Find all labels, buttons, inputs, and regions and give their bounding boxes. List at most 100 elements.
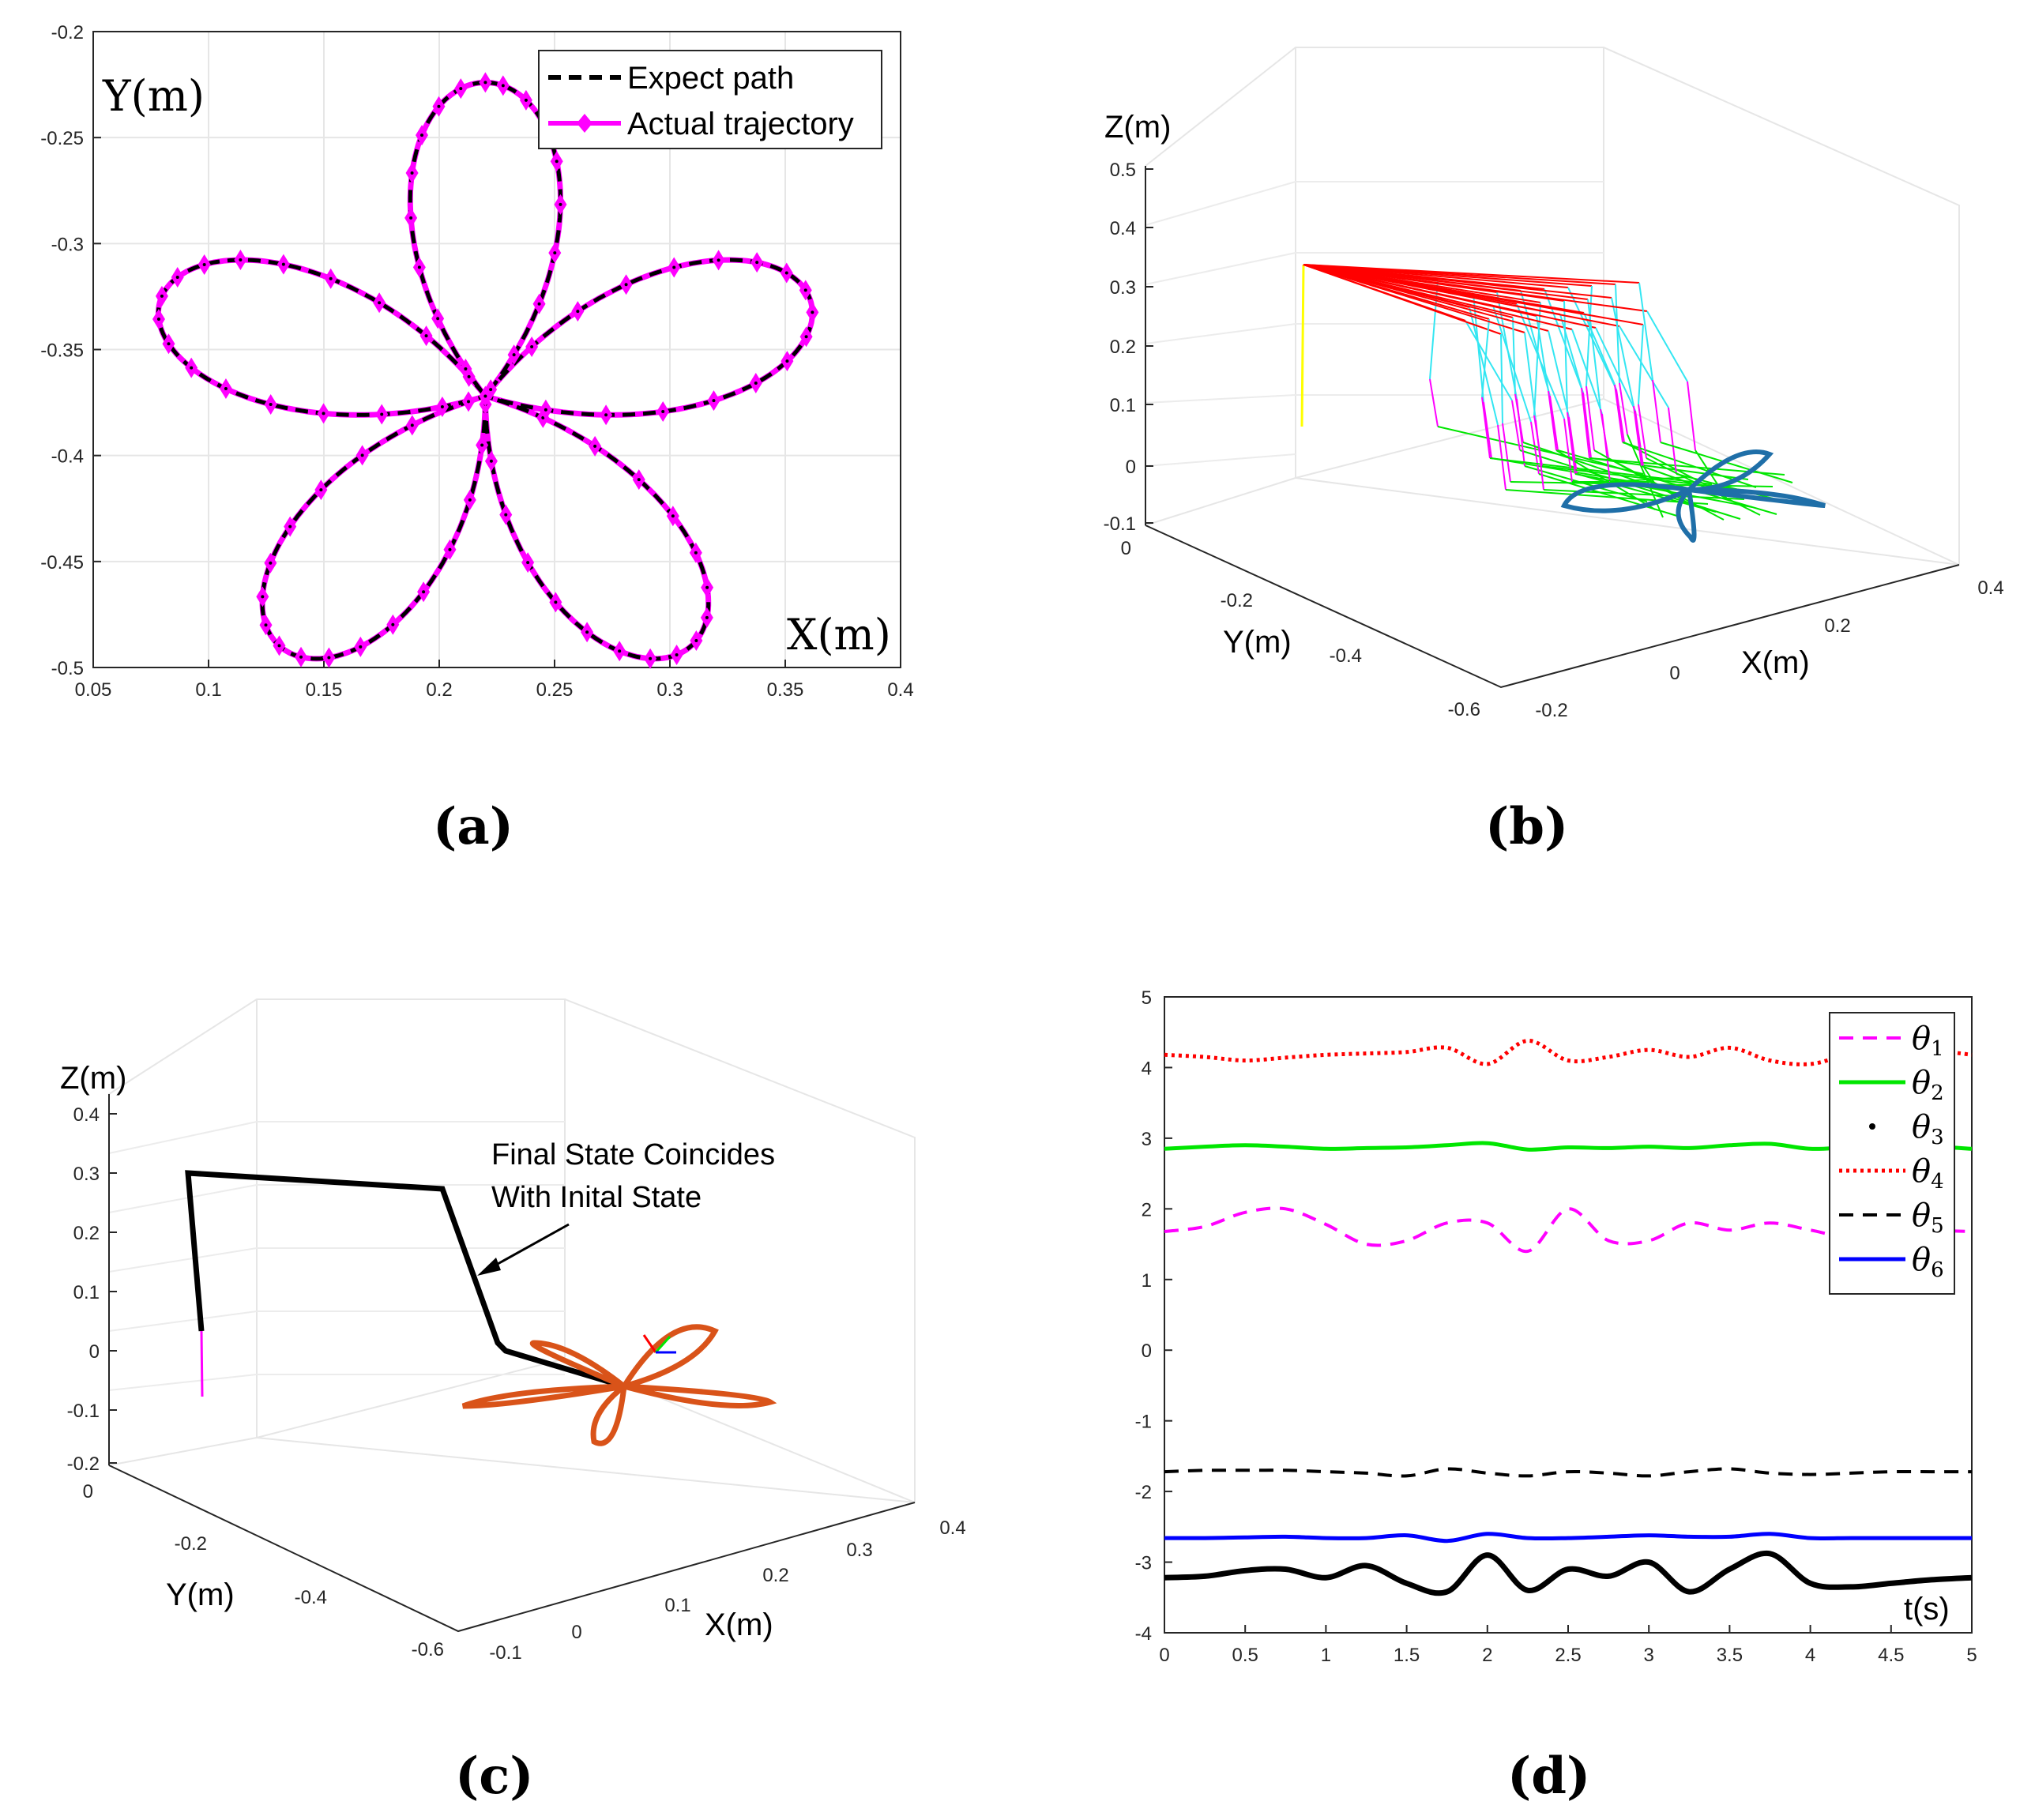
series-line-theta6 bbox=[1164, 1532, 1972, 1544]
panel-c-frame-y-axis bbox=[654, 1335, 671, 1354]
panel-c-label: (c) bbox=[455, 1747, 534, 1806]
expect-path-dot bbox=[359, 645, 363, 649]
panel-c-y-tick-label: -0.4 bbox=[295, 1587, 327, 1608]
panel-b-link2 bbox=[1646, 310, 1688, 382]
panel-c-frame-x-axis bbox=[642, 1334, 657, 1353]
panel-b-link4 bbox=[1574, 473, 1753, 508]
panel-d-legend-box bbox=[1829, 1012, 1955, 1295]
panel-a-x-tick-label: 0.3 bbox=[656, 679, 683, 701]
expect-path-dot bbox=[489, 388, 493, 392]
panel-b-z-tick-label: 0.2 bbox=[1110, 337, 1136, 358]
panel-a-x-tick-label: 0.05 bbox=[75, 679, 112, 701]
panel-b-ylabel: Y(m) bbox=[1223, 625, 1292, 660]
panel-b-link2 bbox=[1465, 320, 1513, 401]
expect-path-dot bbox=[436, 317, 440, 321]
panel-d-x-tick-label: 0.5 bbox=[1232, 1645, 1258, 1666]
expect-path-dot bbox=[553, 251, 557, 255]
panel-d-xlabel: t(s) bbox=[1904, 1592, 1950, 1626]
panel-d-y-tick-label: -4 bbox=[1135, 1623, 1152, 1645]
expect-path-dot bbox=[239, 258, 243, 261]
legend-actual-trajectory-marker bbox=[577, 114, 592, 133]
panel-c-zlabel: Z(m) bbox=[60, 1061, 126, 1096]
expect-path-dot bbox=[380, 412, 384, 416]
panel-b-link2 bbox=[1548, 330, 1570, 418]
series-line-theta3 bbox=[1164, 1550, 1973, 1596]
expect-path-dot bbox=[618, 649, 622, 653]
panel-c-x-tick-label: 0.4 bbox=[939, 1517, 965, 1539]
expect-path-dot bbox=[637, 478, 641, 482]
panel-b-link2 bbox=[1469, 306, 1499, 426]
legend-marker-theta3 bbox=[1869, 1123, 1875, 1130]
expect-path-dot bbox=[624, 283, 628, 287]
panel-a-y-tick-label: -0.35 bbox=[40, 340, 84, 362]
expect-path-dot bbox=[672, 265, 676, 269]
expect-path-dot bbox=[811, 310, 814, 314]
panel-b-gridlines bbox=[1145, 181, 1604, 467]
panel-b-link4 bbox=[1538, 473, 1680, 517]
legend-label-theta6: θ6 bbox=[1912, 1242, 1944, 1282]
legend-actual-trajectory-label: Actual trajectory bbox=[627, 107, 854, 141]
panel-b-floor-axes bbox=[1145, 525, 1960, 689]
panel-b-link2 bbox=[1481, 318, 1490, 398]
panel-d-x-tick-label: 1 bbox=[1321, 1645, 1331, 1666]
panel-b-link1 bbox=[1303, 264, 1648, 312]
panel-c-z-tick-label: 0 bbox=[89, 1341, 100, 1363]
expect-path-dot bbox=[541, 416, 545, 419]
expect-path-dot bbox=[530, 345, 534, 349]
expect-path-dot bbox=[424, 334, 428, 338]
expect-path-dot bbox=[754, 382, 758, 385]
panel-b-link3 bbox=[1481, 397, 1491, 459]
panel-b-link2 bbox=[1500, 333, 1503, 424]
expect-path-dot bbox=[467, 374, 471, 378]
panel-b-link3 bbox=[1483, 401, 1492, 459]
panel-a-legend: Expect path Actual trajectory bbox=[538, 50, 882, 149]
panel-c-x-tick-label: 0.3 bbox=[846, 1540, 872, 1561]
panel-d-y-tick-label: 4 bbox=[1142, 1058, 1152, 1079]
expect-path-dot bbox=[378, 301, 382, 305]
panel-a-x-tick-label: 0.4 bbox=[887, 679, 913, 701]
panel-a-ylabel: Y(m) bbox=[102, 71, 205, 121]
panel-b-y-tick-label: -0.6 bbox=[1448, 699, 1480, 720]
panel-c-base-link bbox=[200, 1330, 204, 1397]
panel-b-z-tick-label: 0.1 bbox=[1110, 395, 1136, 416]
panel-d-label: (d) bbox=[1507, 1747, 1590, 1806]
panel-b-base-link bbox=[1300, 264, 1305, 427]
expect-path-dot bbox=[489, 459, 493, 463]
expect-path-dot bbox=[524, 98, 528, 102]
panel-b-link3 bbox=[1619, 382, 1628, 435]
expect-path-dot bbox=[391, 622, 395, 626]
expect-path-dot bbox=[576, 310, 580, 314]
panel-b-link2 bbox=[1516, 303, 1565, 419]
expect-path-dot bbox=[712, 399, 716, 403]
panel-c-y-tick-label: -0.6 bbox=[412, 1639, 444, 1660]
expect-path-dot bbox=[649, 656, 653, 660]
actual-trajectory-line bbox=[155, 79, 815, 662]
panel-c-ylabel: Y(m) bbox=[166, 1577, 235, 1612]
panel-d-x-tick-label: 0 bbox=[1159, 1645, 1169, 1666]
expect-path-dot bbox=[512, 353, 516, 357]
panel-b-link3 bbox=[1497, 424, 1507, 491]
panel-b-link2 bbox=[1611, 297, 1634, 407]
panel-a-label: (a) bbox=[433, 797, 513, 856]
panel-b-link3 bbox=[1687, 381, 1696, 451]
expect-path-dot bbox=[327, 656, 331, 660]
panel-a-x-tick-label: 0.35 bbox=[767, 679, 804, 701]
panel-b-link3 bbox=[1514, 393, 1524, 443]
panel-a-xlabel: X(m) bbox=[787, 610, 891, 660]
panel-c-x-tick-label: -0.1 bbox=[489, 1642, 521, 1664]
panel-b-link4 bbox=[1505, 489, 1709, 505]
panel-b-link4 bbox=[1641, 465, 1696, 486]
expect-path-dot bbox=[277, 644, 281, 648]
panel-d-x-tick-label: 5 bbox=[1966, 1645, 1977, 1666]
panel-b-link2 bbox=[1583, 312, 1616, 385]
expect-path-dot bbox=[156, 317, 160, 321]
panel-b-link3 bbox=[1585, 385, 1595, 451]
panel-b-z-tick-label: 0.5 bbox=[1110, 160, 1136, 181]
panel-c-x-tick-label: 0.2 bbox=[762, 1565, 788, 1586]
panel-b-link3 bbox=[1582, 392, 1592, 459]
series-line-theta5 bbox=[1164, 1467, 1972, 1478]
panel-a-y-tick-label: -0.45 bbox=[40, 552, 84, 573]
panel-b-z-tick-label: 0.3 bbox=[1110, 277, 1136, 299]
expect-path-dot bbox=[269, 561, 273, 565]
panel-d-y-tick-label: 3 bbox=[1142, 1129, 1152, 1150]
